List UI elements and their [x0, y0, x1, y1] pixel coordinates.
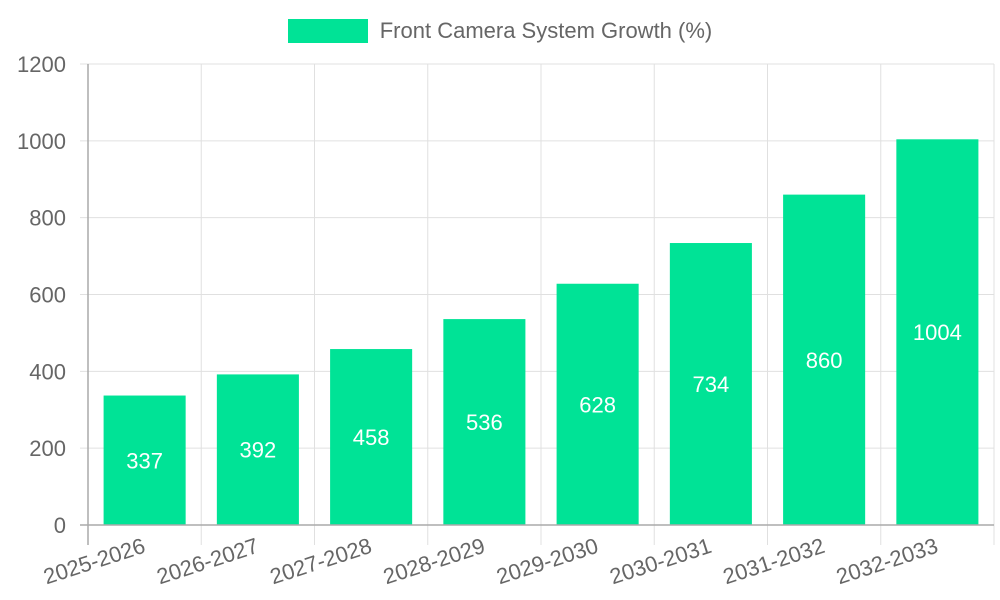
bar-value-label: 337 [126, 448, 163, 473]
y-tick-label: 1000 [17, 129, 66, 154]
bar[interactable] [103, 395, 186, 525]
legend-swatch[interactable] [287, 19, 368, 43]
bar[interactable] [669, 243, 752, 525]
x-tick-label: 2027-2028 [267, 533, 375, 589]
x-tick-label: 2030-2031 [607, 533, 715, 589]
bar[interactable] [896, 139, 979, 525]
bar-value-label: 1004 [913, 320, 962, 345]
y-tick-label: 0 [54, 513, 66, 538]
x-tick-label: 2025-2026 [40, 533, 148, 589]
bar-value-label: 860 [806, 348, 843, 373]
y-tick-label: 800 [29, 206, 66, 231]
y-tick-label: 200 [29, 436, 66, 461]
x-tick-label: 2028-2029 [380, 533, 488, 589]
chart-legend: Front Camera System Growth (%) [0, 18, 1000, 44]
y-tick-label: 400 [29, 359, 66, 384]
x-tick-label: 2029-2030 [493, 533, 601, 589]
y-tick-label: 600 [29, 283, 66, 308]
y-tick-label: 1200 [17, 52, 66, 77]
bar[interactable] [783, 194, 866, 525]
x-tick-label: 2032-2033 [833, 533, 941, 589]
bar[interactable] [216, 374, 299, 525]
bar-value-label: 628 [579, 392, 616, 417]
bar-value-label: 392 [240, 438, 277, 463]
bar[interactable] [330, 349, 413, 525]
legend-label[interactable]: Front Camera System Growth (%) [379, 18, 713, 43]
bar[interactable] [556, 283, 639, 525]
bar-value-label: 458 [353, 425, 390, 450]
x-tick-label: 2026-2027 [154, 533, 262, 589]
x-tick-label: 2031-2032 [720, 533, 828, 589]
bar-value-label: 536 [466, 410, 503, 435]
bar[interactable] [443, 319, 526, 525]
bar-value-label: 734 [693, 372, 730, 397]
